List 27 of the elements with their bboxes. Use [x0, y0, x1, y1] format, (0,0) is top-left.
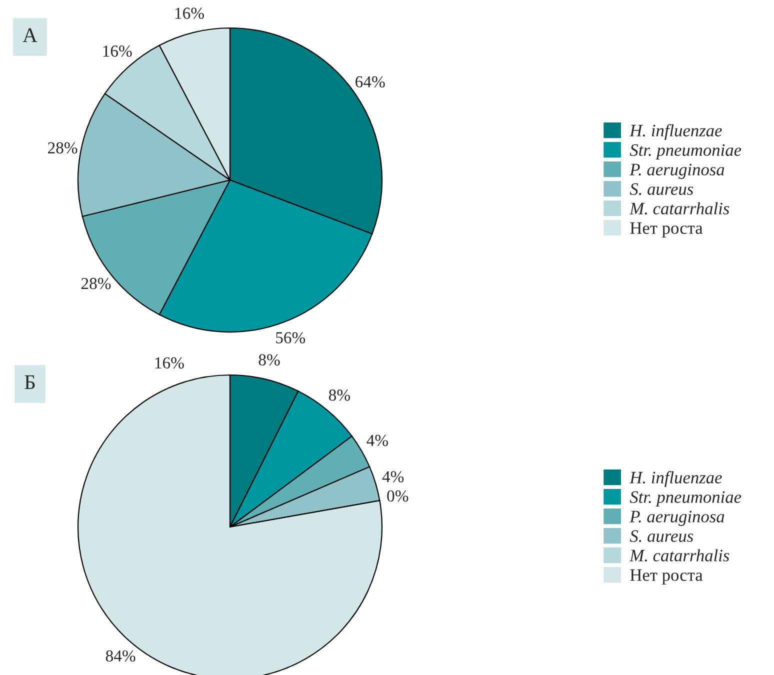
text: 0%	[387, 490, 408, 502]
legend-label: S. aureus	[630, 530, 694, 542]
data-label: 28%	[48, 142, 78, 154]
legend-label: M. catarrhalis	[629, 202, 730, 214]
legend-label: P. aeruginosa	[630, 510, 724, 526]
text: Б	[24, 375, 35, 390]
legend-label: Str. pneumoniae	[630, 144, 742, 160]
legend-label: M. catarrhalis	[629, 549, 730, 562]
legend-label: Str. pneumoniae	[630, 491, 742, 506]
data-label: 8%	[258, 354, 280, 366]
data-label: 28%	[81, 278, 111, 290]
text: А	[22, 28, 38, 42]
data-label: 4%	[382, 471, 404, 482]
data-label: 16%	[103, 46, 132, 57]
text: 16%	[155, 357, 184, 369]
data-label: 4%	[366, 434, 388, 446]
data-label: 64%	[356, 76, 385, 88]
legend-label: P. aeruginosa	[630, 164, 724, 179]
data-label: 84%	[106, 650, 136, 662]
data-label: 16%	[175, 8, 204, 19]
data-label: 56%	[276, 332, 306, 344]
legend-label: S. aureus	[630, 183, 694, 196]
legend-label: Нет роста	[630, 222, 703, 238]
legend-label: H. influenzae	[629, 124, 722, 140]
legend-label: Нет роста	[630, 569, 703, 584]
data-label: 8%	[328, 390, 350, 401]
legend-label: H. influenzae	[629, 471, 722, 487]
